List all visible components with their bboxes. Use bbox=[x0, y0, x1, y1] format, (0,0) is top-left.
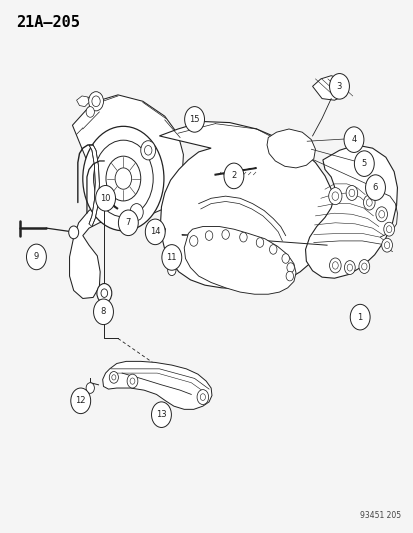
Circle shape bbox=[329, 74, 349, 99]
Circle shape bbox=[346, 264, 351, 271]
Circle shape bbox=[200, 394, 205, 400]
Circle shape bbox=[83, 126, 164, 231]
Circle shape bbox=[93, 299, 113, 325]
Polygon shape bbox=[266, 129, 315, 168]
Circle shape bbox=[348, 189, 354, 197]
Text: 4: 4 bbox=[351, 135, 356, 144]
Text: 21A–205: 21A–205 bbox=[17, 15, 80, 30]
Circle shape bbox=[269, 245, 276, 254]
Circle shape bbox=[86, 107, 94, 117]
Circle shape bbox=[363, 195, 374, 210]
Text: 10: 10 bbox=[100, 194, 111, 203]
Circle shape bbox=[92, 96, 100, 107]
Circle shape bbox=[151, 402, 171, 427]
Circle shape bbox=[130, 204, 143, 221]
Circle shape bbox=[106, 156, 140, 201]
Circle shape bbox=[145, 219, 165, 245]
Circle shape bbox=[101, 289, 107, 297]
Text: 2: 2 bbox=[231, 172, 236, 180]
Circle shape bbox=[130, 378, 135, 384]
Circle shape bbox=[329, 258, 340, 273]
Circle shape bbox=[285, 271, 293, 281]
Circle shape bbox=[69, 226, 78, 239]
Text: 8: 8 bbox=[101, 308, 106, 316]
Circle shape bbox=[205, 231, 212, 240]
Circle shape bbox=[328, 188, 341, 205]
Circle shape bbox=[358, 260, 369, 273]
Circle shape bbox=[239, 232, 247, 242]
Circle shape bbox=[375, 207, 387, 222]
Circle shape bbox=[100, 193, 105, 199]
Circle shape bbox=[383, 222, 394, 236]
Circle shape bbox=[127, 374, 138, 388]
Text: 6: 6 bbox=[372, 183, 377, 192]
Polygon shape bbox=[69, 95, 183, 298]
Polygon shape bbox=[312, 76, 346, 100]
Circle shape bbox=[331, 192, 338, 200]
Circle shape bbox=[344, 261, 354, 274]
Circle shape bbox=[88, 92, 103, 111]
Circle shape bbox=[286, 263, 294, 272]
Polygon shape bbox=[305, 145, 396, 278]
Polygon shape bbox=[159, 122, 334, 289]
Polygon shape bbox=[102, 361, 211, 409]
Text: 3: 3 bbox=[336, 82, 341, 91]
Circle shape bbox=[118, 210, 138, 236]
Circle shape bbox=[86, 383, 94, 393]
Text: 13: 13 bbox=[156, 410, 166, 419]
Circle shape bbox=[365, 175, 385, 200]
Text: 9: 9 bbox=[34, 253, 39, 261]
Circle shape bbox=[97, 189, 108, 204]
Circle shape bbox=[221, 230, 229, 239]
Circle shape bbox=[26, 244, 46, 270]
Circle shape bbox=[112, 375, 116, 380]
Circle shape bbox=[115, 168, 131, 189]
Circle shape bbox=[93, 140, 153, 217]
Circle shape bbox=[256, 238, 263, 247]
Circle shape bbox=[167, 265, 176, 276]
Circle shape bbox=[366, 199, 371, 206]
Circle shape bbox=[71, 388, 90, 414]
Text: 7: 7 bbox=[126, 219, 131, 227]
Circle shape bbox=[381, 238, 392, 252]
Circle shape bbox=[140, 141, 155, 160]
Circle shape bbox=[95, 185, 115, 211]
Text: 5: 5 bbox=[361, 159, 366, 168]
Circle shape bbox=[223, 163, 243, 189]
Text: 1: 1 bbox=[357, 313, 362, 321]
Text: 12: 12 bbox=[75, 397, 86, 405]
Circle shape bbox=[349, 304, 369, 330]
Circle shape bbox=[354, 151, 373, 176]
Circle shape bbox=[361, 263, 366, 270]
Circle shape bbox=[332, 262, 337, 269]
Circle shape bbox=[345, 185, 357, 200]
Polygon shape bbox=[76, 96, 89, 107]
Circle shape bbox=[378, 211, 384, 218]
Circle shape bbox=[343, 127, 363, 152]
Circle shape bbox=[184, 107, 204, 132]
Circle shape bbox=[281, 254, 289, 263]
Text: 14: 14 bbox=[150, 228, 160, 236]
Circle shape bbox=[144, 146, 152, 155]
Polygon shape bbox=[89, 145, 99, 227]
Text: 15: 15 bbox=[189, 115, 199, 124]
Circle shape bbox=[384, 242, 389, 248]
Circle shape bbox=[189, 236, 197, 246]
Circle shape bbox=[161, 245, 181, 270]
Text: 93451 205: 93451 205 bbox=[360, 511, 401, 520]
Circle shape bbox=[197, 390, 208, 405]
Circle shape bbox=[97, 284, 112, 303]
Circle shape bbox=[386, 226, 391, 232]
Text: 11: 11 bbox=[166, 253, 177, 262]
Circle shape bbox=[109, 372, 118, 383]
Polygon shape bbox=[149, 223, 165, 239]
Polygon shape bbox=[184, 227, 295, 294]
